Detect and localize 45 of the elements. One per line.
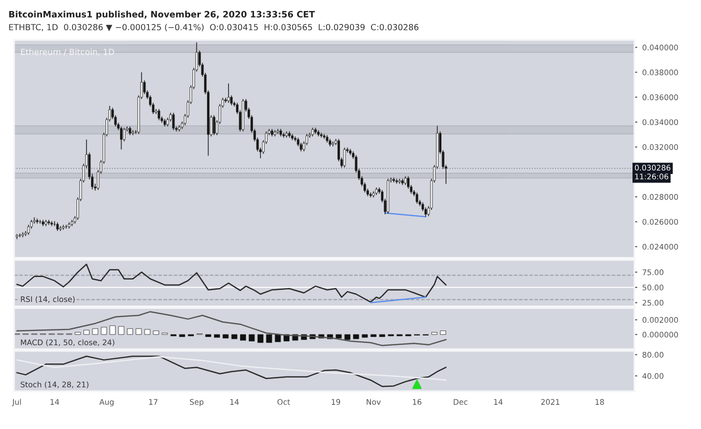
- bar: [144, 329, 150, 335]
- candlestick: [158, 108, 160, 121]
- bar: [266, 334, 272, 343]
- bar: [214, 334, 220, 338]
- bar: [370, 334, 376, 337]
- bar: [153, 330, 160, 335]
- candlestick: [407, 176, 410, 190]
- bar: [274, 334, 281, 342]
- bar: [136, 328, 142, 335]
- bar: [127, 328, 133, 335]
- candlestick: [416, 192, 418, 204]
- candlestick: [424, 206, 427, 218]
- bar: [431, 332, 438, 335]
- bar: [118, 326, 124, 335]
- bar: [336, 334, 342, 338]
- bar: [92, 328, 98, 335]
- line-series: [16, 264, 447, 303]
- candlestick: [343, 147, 346, 168]
- candlestick: [120, 126, 123, 150]
- bar: [222, 334, 229, 338]
- candlestick: [212, 114, 216, 136]
- bar: [84, 330, 90, 335]
- bar: [205, 334, 212, 337]
- bar: [231, 334, 238, 340]
- candlestick: [27, 224, 30, 236]
- chart-subtitle: ETHBTC, 1D 0.030286 ▼ −0.000125 (−0.41%) O:0.030415 H:0.030565 L:0.029039 C:0.030286: [9, 24, 418, 32]
- bar: [240, 334, 246, 341]
- bar: [74, 332, 81, 335]
- bar: [344, 334, 350, 340]
- line-series: [16, 356, 447, 388]
- bar: [248, 334, 255, 342]
- bar: [257, 334, 264, 343]
- bar: [440, 330, 446, 335]
- chart-title: BitcoinMaximus1 published, November 26, 2020 13:33:56 CET: [9, 10, 315, 20]
- candlestick: [227, 83, 230, 104]
- candlestick: [122, 127, 126, 142]
- bar: [379, 334, 386, 337]
- bar: [179, 334, 186, 337]
- annotation: Ethereum / Bitcoin, 1D: [21, 48, 114, 56]
- line-series: [16, 311, 447, 346]
- bar: [362, 334, 368, 338]
- bar: [110, 325, 116, 335]
- candlestick: [172, 112, 175, 131]
- bar: [353, 334, 360, 340]
- bar: [100, 326, 107, 335]
